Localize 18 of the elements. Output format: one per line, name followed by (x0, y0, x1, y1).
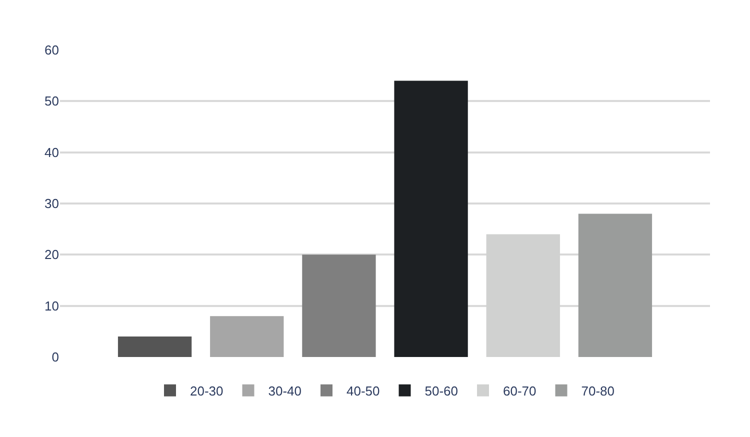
legend-label: 20-30 (190, 383, 224, 398)
bar (210, 316, 284, 357)
y-tick-label: 50 (44, 94, 59, 109)
bar (302, 254, 376, 357)
legend-label: 60-70 (503, 383, 536, 398)
y-tick-label: 60 (44, 42, 59, 58)
legend-label: 40-50 (346, 383, 380, 398)
y-tick-label: 40 (44, 144, 59, 160)
y-tick-label: 0 (52, 350, 59, 365)
bar (394, 80, 468, 357)
y-tick-label: 20 (44, 247, 59, 262)
legend-label: 70-80 (581, 383, 614, 398)
legend-label: 30-40 (268, 383, 302, 398)
y-tick-label: 10 (44, 298, 59, 314)
legend-label: 50-60 (424, 383, 458, 398)
bar (118, 336, 192, 357)
y-tick-label: 30 (44, 196, 59, 212)
bar (578, 214, 652, 357)
